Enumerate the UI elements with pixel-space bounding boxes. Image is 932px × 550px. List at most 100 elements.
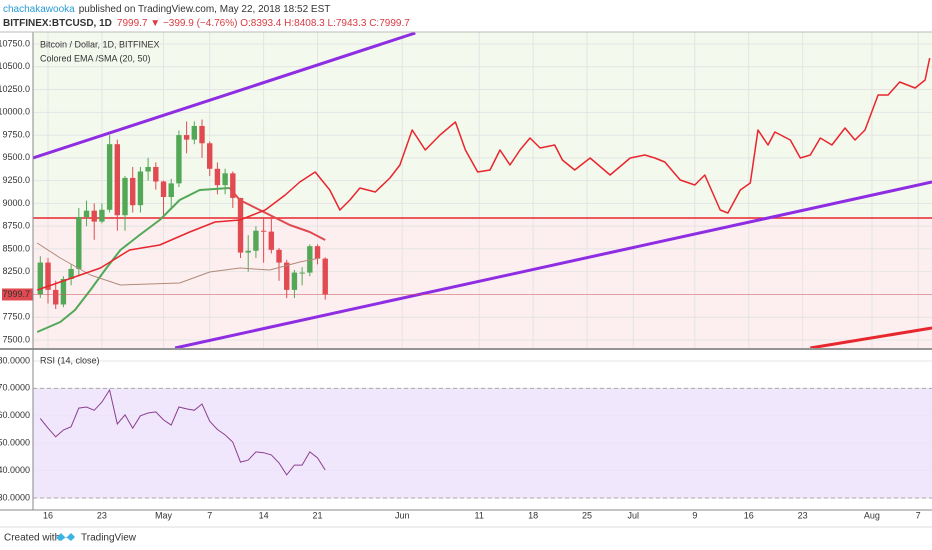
- y-tick-label: 10500.0: [0, 61, 30, 71]
- y-tick-label: 7750.0: [2, 312, 30, 322]
- candle-body: [322, 258, 328, 295]
- x-tick-label: 14: [259, 510, 269, 520]
- y-tick-label: 40.0000: [0, 465, 30, 475]
- candle-body: [314, 246, 321, 259]
- candle-body: [268, 231, 275, 250]
- symbol: BITFINEX:BTCUSD, 1D: [3, 18, 112, 29]
- rsi-line: [39, 388, 326, 476]
- candle-body: [130, 177, 136, 206]
- publish-line: chachakawooka published on TradingView.co…: [3, 4, 330, 15]
- y-tick-label: 80.0000: [0, 355, 30, 365]
- symbol-line: BITFINEX:BTCUSD, 1D 7999.7 ▼ −399.9 (−4.7…: [3, 18, 410, 29]
- x-tick-label: 16: [744, 510, 754, 520]
- y-tick-label: 8750.0: [2, 221, 30, 231]
- candle-body: [145, 166, 151, 172]
- x-tick-label: Jun: [395, 510, 410, 520]
- candle-body: [291, 272, 298, 290]
- plot-area: [33, 32, 932, 348]
- indicator-line: [36, 57, 931, 291]
- y-tick-label: 60.0000: [0, 410, 30, 420]
- last-price-tag: [2, 288, 33, 301]
- candle-body: [160, 181, 167, 198]
- candle-body: [45, 262, 51, 290]
- candle-body: [99, 209, 105, 222]
- candle-body: [245, 250, 251, 253]
- candle-body: [222, 173, 228, 186]
- x-tick-label: May: [155, 510, 173, 520]
- y-tick-label: 30.0000: [0, 492, 30, 502]
- candle-body: [60, 278, 67, 305]
- x-tick-label: Aug: [864, 510, 880, 520]
- x-tick-label: 21: [313, 510, 323, 520]
- x-tick-label: 23: [97, 510, 107, 520]
- published: published on TradingView.com, May 22, 20…: [79, 4, 331, 15]
- publisher: chachakawooka: [3, 4, 75, 15]
- candle-body: [207, 143, 213, 169]
- y-tick-label: 9500.0: [2, 152, 30, 162]
- candle-body: [237, 197, 244, 253]
- y-tick-label: 8250.0: [2, 266, 30, 276]
- logo: [56, 533, 75, 541]
- pane-subtitle: Colored EMA /SMA (20, 50): [40, 53, 151, 63]
- plot-layer: 7500.07750.08000.08250.08500.08750.09000…: [0, 31, 932, 520]
- y-tick-label: 9250.0: [2, 175, 30, 185]
- candle-body: [137, 171, 144, 206]
- y-tick-label: 10000.0: [0, 107, 30, 117]
- y-tick-label: 7500.0: [2, 334, 30, 344]
- candle-body: [276, 249, 282, 263]
- candle-body: [37, 262, 44, 295]
- x-tick-label: 11: [475, 510, 484, 520]
- x-tick-label: Jul: [627, 510, 639, 520]
- x-tick-label: 25: [582, 510, 592, 520]
- candle-body: [199, 125, 205, 144]
- rsi-band: [33, 388, 932, 498]
- y-tick-label: 70.0000: [0, 383, 30, 393]
- footer-created: Created with: [4, 533, 60, 544]
- x-tick-label: 7: [207, 510, 212, 520]
- y-tick-label: 8500.0: [2, 243, 30, 253]
- candle-body: [83, 210, 90, 218]
- candle-body: [307, 246, 313, 273]
- candle-body: [153, 166, 159, 182]
- trend-line: [810, 326, 932, 348]
- footer-brand: TradingView: [81, 533, 137, 544]
- y-tick-label: 10250.0: [0, 84, 30, 94]
- quote: 7999.7 ▼ −399.9 (−4.76%) O:8393.4 H:8408…: [117, 18, 410, 29]
- candle-body: [183, 135, 190, 140]
- candle-body: [284, 262, 290, 290]
- trend-line: [174, 180, 932, 348]
- x-tick-label: 16: [43, 510, 53, 520]
- bg-below: [33, 217, 932, 348]
- last-price-label: 7999.7: [2, 289, 30, 299]
- y-tick-label: 9000.0: [2, 198, 30, 208]
- x-tick-label: 18: [528, 510, 538, 520]
- candle-body: [53, 289, 59, 305]
- plot-area: [39, 388, 326, 476]
- x-tick-label: 23: [798, 510, 808, 520]
- candle-body: [260, 230, 267, 232]
- candle-body: [191, 125, 198, 140]
- trend-line: [33, 32, 416, 160]
- indicator-line: [228, 187, 326, 241]
- candle-body: [253, 230, 259, 251]
- candle-body: [214, 168, 221, 186]
- candle-body: [76, 217, 82, 269]
- candle-body: [91, 210, 97, 222]
- indicator-line: [36, 187, 230, 333]
- y-tick-label: 50.0000: [0, 438, 30, 448]
- y-tick-label: 10750.0: [0, 38, 30, 48]
- candle-body: [299, 272, 305, 274]
- pane-title: RSI (14, close): [40, 355, 100, 365]
- candle-body: [122, 177, 128, 216]
- y-tick-label: 9750.0: [2, 129, 30, 139]
- pane-title: Bitcoin / Dollar, 1D, BITFINEX: [40, 39, 160, 49]
- candle-body: [106, 144, 113, 210]
- candle-body: [168, 183, 174, 198]
- x-tick-label: 9: [692, 510, 697, 520]
- x-tick-label: 7: [916, 510, 921, 520]
- candle-body: [230, 173, 236, 198]
- bg-above: [33, 32, 932, 218]
- candle-body: [114, 144, 121, 216]
- candle-body: [68, 268, 74, 279]
